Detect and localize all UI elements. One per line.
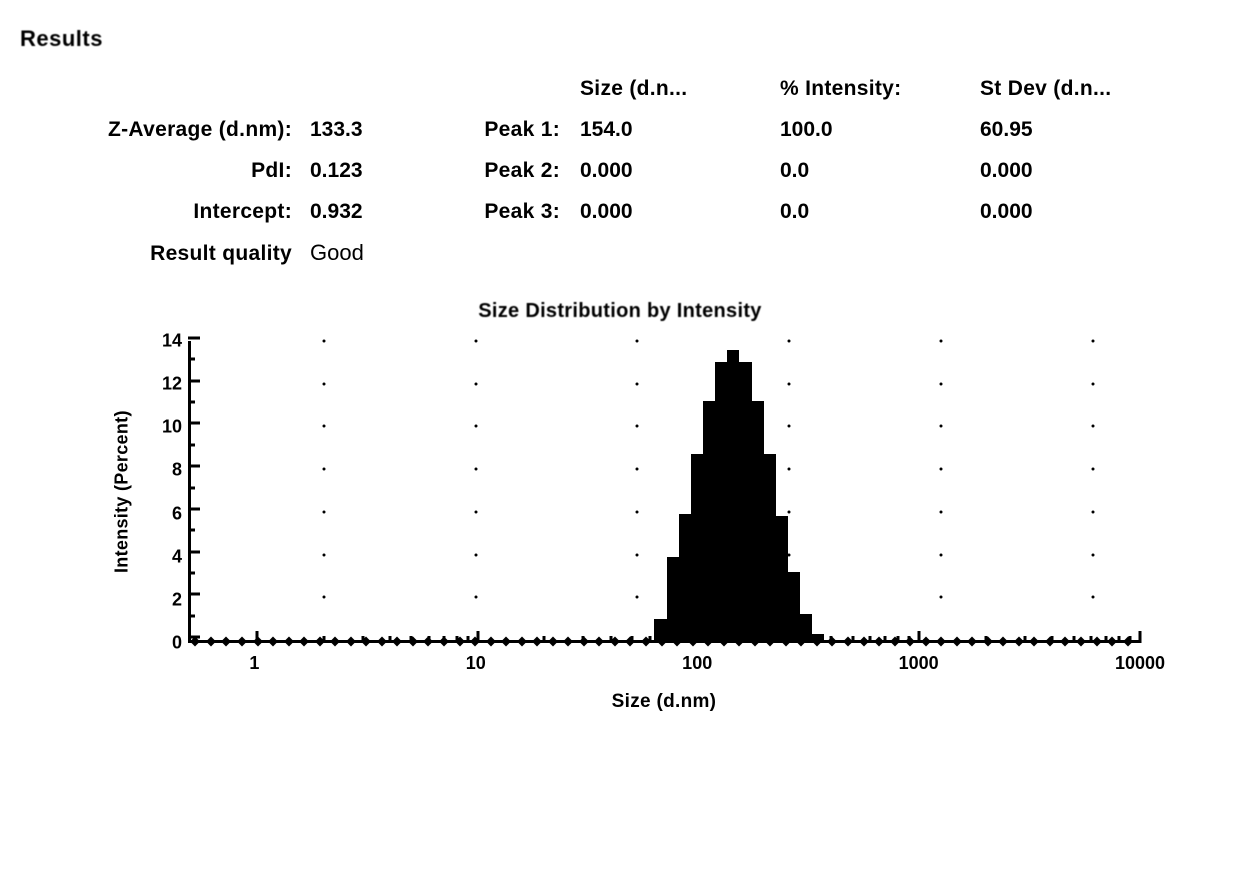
z-average-value: 133.3: [310, 119, 430, 140]
chart-plot-area: [188, 341, 1140, 643]
chart-y-ticks: 02468101214: [144, 341, 188, 643]
quality-label: Result quality: [20, 243, 310, 264]
pdi-value: 0.123: [310, 160, 430, 181]
peak2-stdev: 0.000: [980, 160, 1180, 181]
peak3-intensity: 0.0: [780, 201, 980, 222]
intercept-value: 0.932: [310, 201, 430, 222]
peak2-size: 0.000: [580, 160, 780, 181]
section-title: Results: [20, 26, 1220, 52]
col-header-size: Size (d.n...: [580, 78, 780, 99]
peak2-intensity: 0.0: [780, 160, 980, 181]
results-grid: Size (d.n... % Intensity: St Dev (d.n...…: [20, 78, 1220, 264]
size-distribution-chart: Size Distribution by Intensity Intensity…: [100, 300, 1140, 731]
peak1-intensity: 100.0: [780, 119, 980, 140]
results-report: Results Size (d.n... % Intensity: St Dev…: [0, 0, 1240, 876]
peak1-size: 154.0: [580, 119, 780, 140]
chart-title: Size Distribution by Intensity: [100, 300, 1140, 323]
peak3-stdev: 0.000: [980, 201, 1180, 222]
chart-x-axis-label: Size (d.nm): [188, 691, 1140, 731]
pdi-label: PdI:: [20, 160, 310, 181]
z-average-label: Z-Average (d.nm):: [20, 119, 310, 140]
col-header-stdev: St Dev (d.n...: [980, 78, 1180, 99]
col-header-intensity: % Intensity:: [780, 78, 980, 99]
chart-x-ticks: 110100100010000: [188, 643, 1140, 691]
peak1-stdev: 60.95: [980, 119, 1180, 140]
peak3-size: 0.000: [580, 201, 780, 222]
peak2-label: Peak 2:: [430, 160, 580, 181]
intercept-label: Intercept:: [20, 201, 310, 222]
peak1-label: Peak 1:: [430, 119, 580, 140]
peak3-label: Peak 3:: [430, 201, 580, 222]
quality-value: Good: [310, 242, 430, 264]
chart-y-axis-label: Intensity (Percent): [100, 341, 144, 643]
